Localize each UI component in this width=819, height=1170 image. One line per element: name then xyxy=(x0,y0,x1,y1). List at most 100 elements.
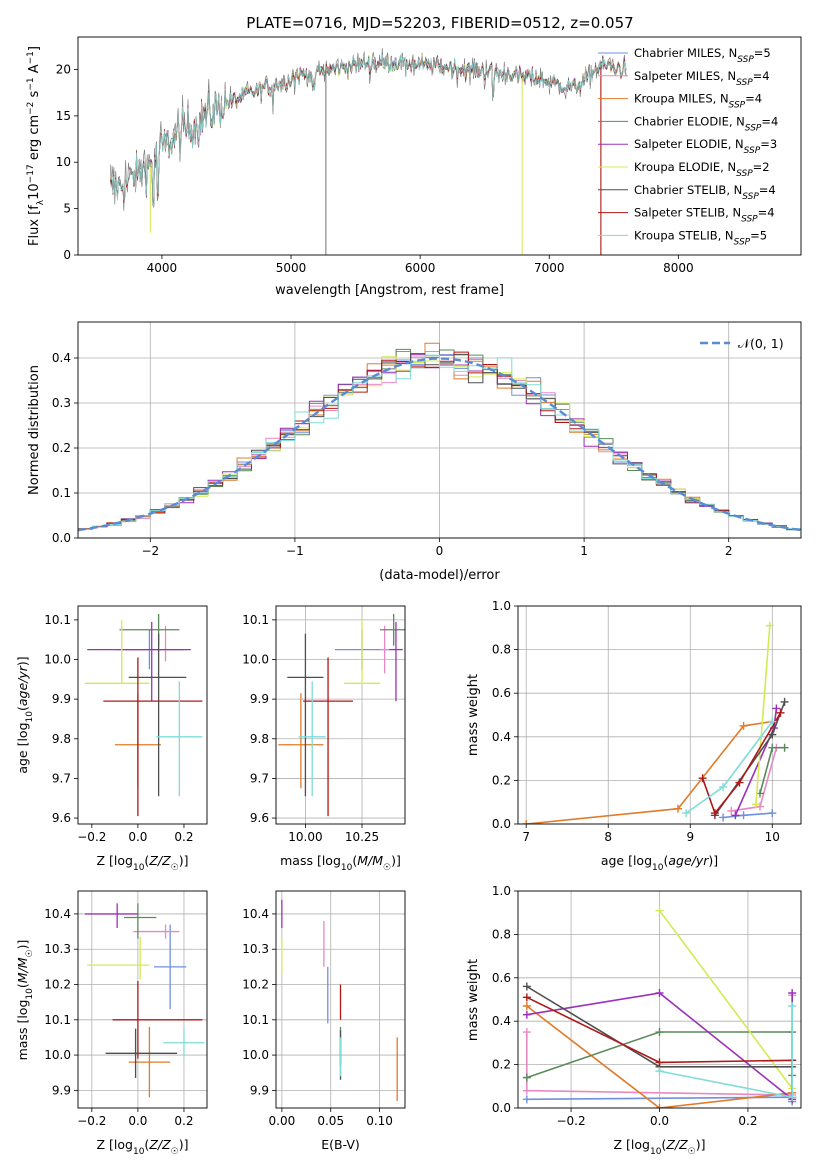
weight-marker xyxy=(788,1093,797,1102)
panel-spectrum: 4000 5000 6000 7000 8000 0 5 10 15 20 Chabrier MIL… xyxy=(26,36,802,298)
x-axis-label: age [log10(age/yr)] xyxy=(601,853,718,873)
x-tick-label: 0.0 xyxy=(128,830,147,844)
panel-residuals: −2 −1 0 1 2 0.0 0.1 0.2 0.3 0.4 𝒩(0, 1) (data-model… xyxy=(27,321,802,583)
label-part: Salpeter STELIB, N xyxy=(634,206,741,220)
y-tick-label: 0.4 xyxy=(492,1014,511,1028)
x-axis-label: Z [log10(Z/Z☉)] xyxy=(97,853,189,873)
weight-marker xyxy=(719,782,728,791)
y-tick-label: 15 xyxy=(56,109,71,123)
x-tick-label: −0.2 xyxy=(77,1114,106,1128)
weight-line xyxy=(755,625,771,805)
panel-mass_vs_EBV: 0.00 0.05 0.10 9.9 10.0 10.1 10.2 10.3 10.4 E(B-V… xyxy=(242,890,406,1152)
label-part: Z/Z xyxy=(148,853,171,868)
label-part: =4 xyxy=(759,183,776,197)
x-tick-label: 4000 xyxy=(147,261,178,275)
y-tick-label: 10.0 xyxy=(44,653,71,667)
label-part: ☉ xyxy=(171,1147,179,1157)
label-part: Z [log xyxy=(97,1137,133,1152)
label-part: SSP xyxy=(745,123,762,133)
weight-marker xyxy=(739,811,748,820)
label-part: ☉ xyxy=(383,863,391,873)
figure-title: PLATE=0716, MJD=52203, FIBERID=0512, z=0… xyxy=(246,14,633,32)
label-part: Kroupa ELODIE, N xyxy=(634,160,736,174)
x-axis-label: wavelength [Angstrom, rest frame] xyxy=(275,283,504,298)
weight-marker xyxy=(522,1028,531,1037)
weight-marker xyxy=(755,802,764,811)
x-tick-label: 6000 xyxy=(405,261,436,275)
y-tick-label: 0.3 xyxy=(52,396,71,410)
y-tick-label: 0.0 xyxy=(492,817,511,831)
x-tick-label: 0.2 xyxy=(174,830,193,844)
y-tick-label: 9.6 xyxy=(52,811,71,825)
model-spectrum xyxy=(109,53,627,206)
model-spectrum xyxy=(109,53,627,206)
plot-area xyxy=(84,903,205,1098)
label-part: 10 xyxy=(25,988,35,1000)
label-part: ☉ xyxy=(25,949,35,957)
label-part: )] xyxy=(696,1137,706,1152)
plot-area xyxy=(522,906,797,1108)
model-spectrum xyxy=(110,54,627,208)
axes-frame xyxy=(77,36,802,256)
label-part: age/yr xyxy=(15,665,30,706)
label-part: A xyxy=(27,64,42,77)
weight-marker xyxy=(768,809,777,818)
weight-marker xyxy=(727,806,736,815)
weight-line xyxy=(526,1005,793,1108)
x-tick-label: 7000 xyxy=(534,261,565,275)
plot-area xyxy=(84,613,203,817)
weight-marker xyxy=(655,906,664,915)
label-part: SSP xyxy=(744,146,761,156)
label-part: =4 xyxy=(753,69,770,83)
label-part: Z [log xyxy=(97,853,133,868)
panel-weight_vs_Z: −0.2 0.0 0.2 0.0 0.2 0.4 0.6 0.8 1.0 Z [log10(Z/Z… xyxy=(466,884,802,1157)
legend-label: Kroupa STELIB, NSSP=5 xyxy=(634,228,767,247)
y-axis-label: Flux [fλ10−17 erg cm−2 s−1 A−1] xyxy=(26,46,46,246)
x-tick-label: 0.0 xyxy=(128,1114,147,1128)
weight-marker xyxy=(768,730,777,739)
label-part: ☉ xyxy=(171,863,179,873)
weight-line xyxy=(526,720,773,824)
panel-mass_vs_Z: −0.2 0.0 0.29.910.010.110.210.310.4Z [log1… xyxy=(15,890,208,1157)
weight-marker xyxy=(655,1104,664,1108)
weight-line xyxy=(701,712,782,815)
label-part: 10 xyxy=(652,863,664,873)
y-tick-label: 20 xyxy=(56,62,71,76)
y-axis-label: mass weight xyxy=(466,674,481,756)
weight-marker xyxy=(768,743,777,752)
x-axis-label: Z [log10(Z/Z☉)] xyxy=(97,1137,189,1157)
x-axis-label: Z [log10(Z/Z☉)] xyxy=(614,1137,706,1157)
x-tick-label: 0 xyxy=(436,544,444,558)
y-tick-label: 10.2 xyxy=(242,978,269,992)
weight-marker xyxy=(522,1002,531,1011)
y-tick-label: 10 xyxy=(56,155,71,169)
panel-age_vs_Z: −0.2 0.0 0.29.69.79.89.910.010.1Z [log10(Z… xyxy=(15,605,208,873)
x-tick-label: 5000 xyxy=(276,261,307,275)
y-tick-label: 0.6 xyxy=(492,686,511,700)
label-part: ( xyxy=(15,706,30,711)
y-axis-label: mass [log10(M/M☉)] xyxy=(15,940,35,1061)
y-tick-label: 0.6 xyxy=(492,971,511,985)
label-part: M/M xyxy=(357,853,383,868)
legend-label: Salpeter STELIB, NSSP=4 xyxy=(634,206,775,225)
label-part: =2 xyxy=(753,160,770,174)
axes-frame xyxy=(517,605,802,825)
label-part: SSP xyxy=(736,169,753,179)
y-tick-label: 9.9 xyxy=(52,1083,71,1097)
weight-marker xyxy=(780,697,789,706)
weight-marker xyxy=(522,993,531,1002)
x-axis-label: mass [log10(M/M☉)] xyxy=(280,853,401,873)
label-part: 10 xyxy=(133,1147,145,1157)
label-part: mass [log xyxy=(280,853,341,868)
y-tick-label: 9.6 xyxy=(250,811,269,825)
y-tick-label: 9.8 xyxy=(250,732,269,746)
x-tick-label: 0.10 xyxy=(366,1114,393,1128)
y-tick-label: 9.9 xyxy=(250,692,269,706)
y-tick-label: 1.0 xyxy=(492,599,511,613)
label-part: =4 xyxy=(761,114,778,128)
weight-marker xyxy=(768,717,777,726)
y-tick-label: 9.8 xyxy=(52,732,71,746)
label-part: M/M xyxy=(15,957,30,983)
x-tick-label: 0.05 xyxy=(317,1114,344,1128)
